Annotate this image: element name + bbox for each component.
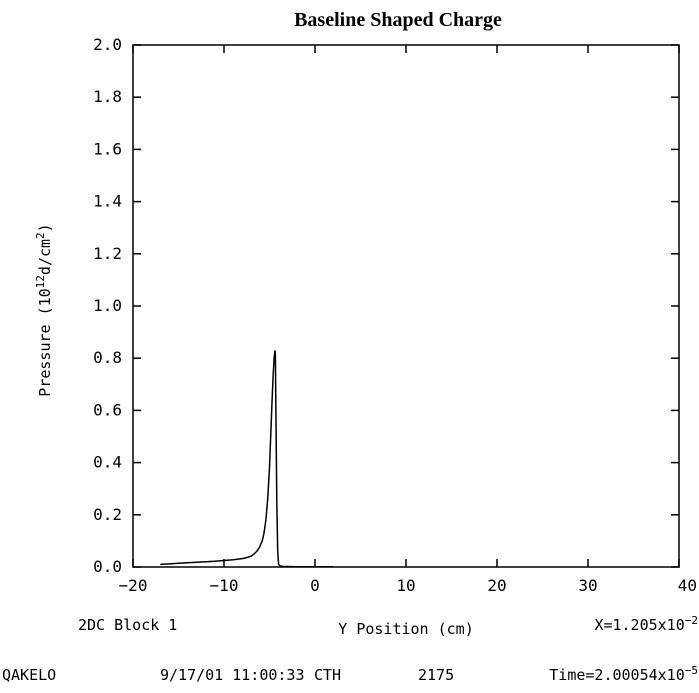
x-tick-label: 20 (487, 576, 506, 595)
code-label: CTH (314, 666, 341, 684)
x-tick-label: 30 (578, 576, 597, 595)
y-tick-label: 1.4 (93, 192, 122, 211)
x-tick-label: 10 (396, 576, 415, 595)
y-tick-label: 0.4 (93, 453, 122, 472)
y-tick-label: 1.0 (93, 296, 122, 315)
y-tick-label: 0.6 (93, 400, 122, 419)
y-tick-label: 0.8 (93, 348, 122, 367)
user-label: QAKELO (2, 666, 56, 684)
block-label: 2DC Block 1 (78, 616, 177, 634)
x-axis: −20 −10 0 10 20 30 40 (119, 45, 697, 595)
cycle-label: 2175 (418, 666, 454, 684)
x-tick-label: −10 (210, 576, 239, 595)
datetime-label: 9/17/01 11:00:33 (160, 666, 305, 684)
y-tick-label: 2.0 (93, 35, 122, 54)
y-axis-label: Pressure (1012d/cm2) (34, 223, 54, 396)
chart-title: Baseline Shaped Charge (294, 9, 502, 31)
y-tick-label: 1.2 (93, 244, 122, 263)
x-tick-label: 40 (678, 576, 697, 595)
x-tick-label: 0 (310, 576, 320, 595)
x-tick-label: −20 (119, 576, 148, 595)
y-axis: 0.0 0.2 0.4 0.6 0.8 1.0 1.2 1.4 1.6 1.8 2.0 (93, 35, 679, 576)
y-tick-label: 0.0 (93, 557, 122, 576)
y-tick-label: 1.8 (93, 87, 122, 106)
x-axis-label: Y Position (cm) (338, 620, 473, 638)
y-tick-label: 0.2 (93, 505, 122, 524)
time-readout: Time=2.00054x10−5 (549, 664, 698, 684)
y-tick-label: 1.6 (93, 139, 122, 158)
pressure-series-line (160, 350, 334, 568)
x-readout: X=1.205x10−2 (594, 614, 698, 634)
plot-frame (132, 44, 680, 568)
